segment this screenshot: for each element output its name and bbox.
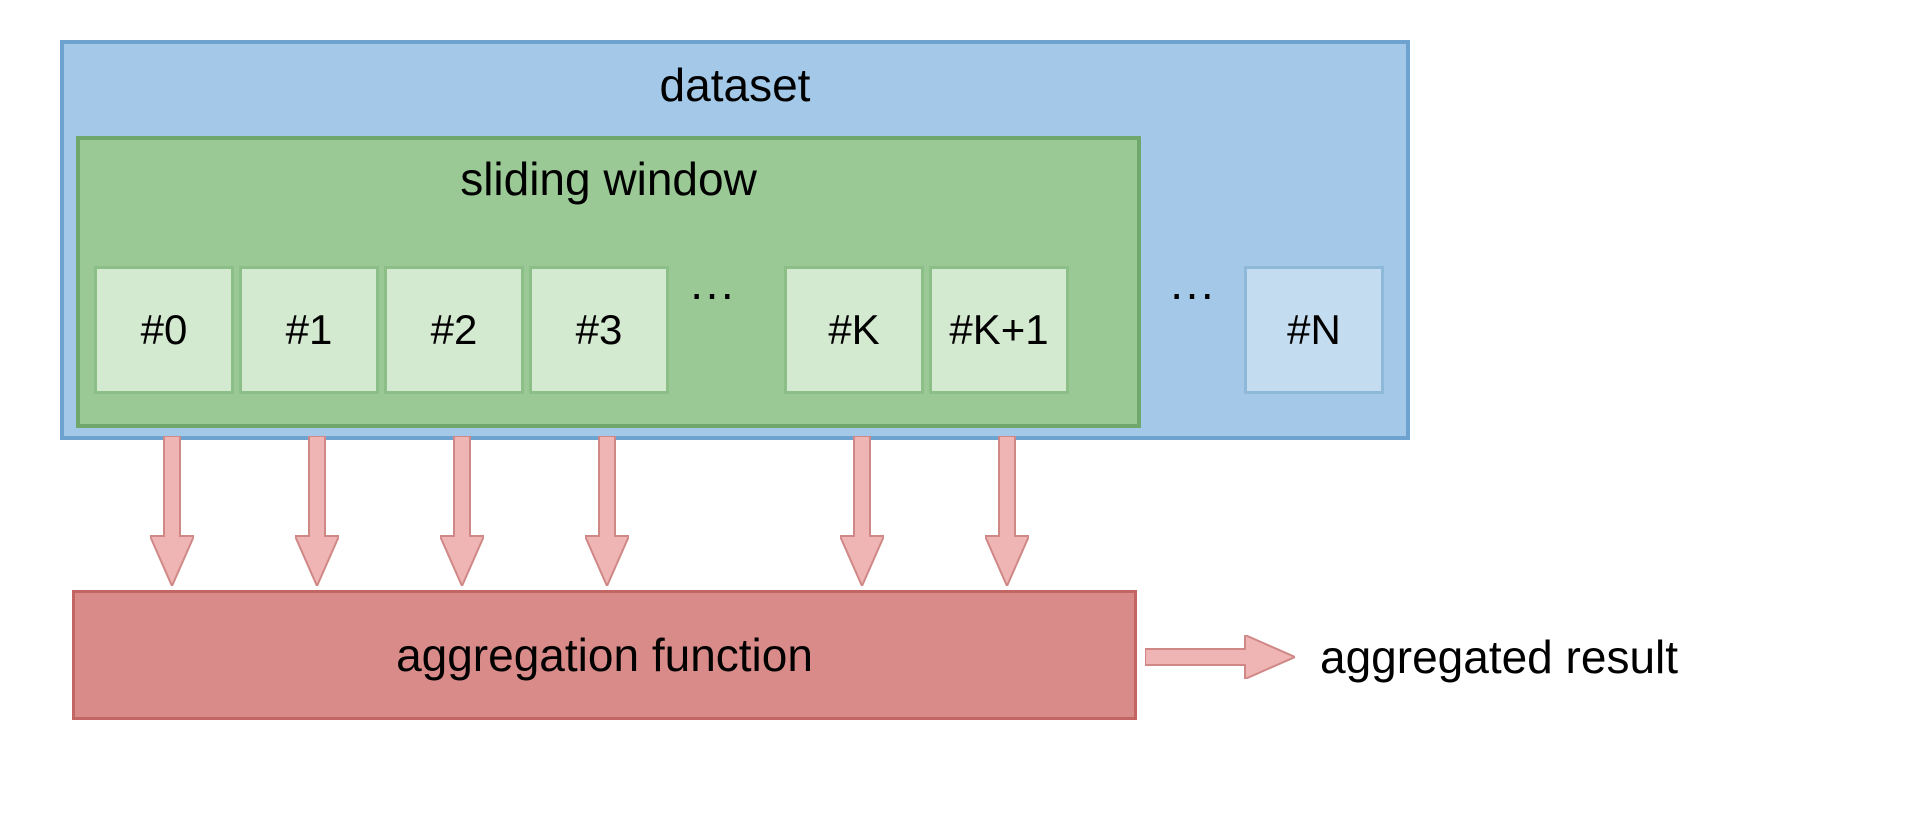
window-label: sliding window	[80, 152, 1137, 206]
cell-0: #0	[94, 266, 234, 394]
cell-1-label: #1	[286, 306, 333, 354]
ellipsis-1: ···	[689, 266, 735, 320]
dataset-box: dataset sliding window #0 #1 #2 #3 ··· #…	[60, 40, 1410, 440]
cells-row: #0 #1 #2 #3 ··· #K #K+1 ··· #N	[64, 226, 1414, 436]
arrow-down-2	[440, 436, 484, 586]
sliding-window-diagram: dataset sliding window #0 #1 #2 #3 ··· #…	[60, 40, 1860, 780]
result-label: aggregated result	[1320, 630, 1678, 684]
cell-k: #K	[784, 266, 924, 394]
cell-3: #3	[529, 266, 669, 394]
cell-k1: #K+1	[929, 266, 1069, 394]
cell-n-label: #N	[1287, 306, 1341, 354]
cell-1: #1	[239, 266, 379, 394]
arrow-down-0	[150, 436, 194, 586]
ellipsis-2: ···	[1169, 266, 1215, 320]
arrow-right	[1145, 635, 1295, 679]
arrow-down-3	[585, 436, 629, 586]
cell-2-label: #2	[431, 306, 478, 354]
arrow-down-k	[840, 436, 884, 586]
cell-0-label: #0	[141, 306, 188, 354]
arrow-down-k1	[985, 436, 1029, 586]
aggregation-box: aggregation function	[72, 590, 1137, 720]
cell-2: #2	[384, 266, 524, 394]
cell-3-label: #3	[576, 306, 623, 354]
cell-n: #N	[1244, 266, 1384, 394]
dataset-label: dataset	[64, 58, 1406, 112]
arrow-down-1	[295, 436, 339, 586]
aggregation-label: aggregation function	[396, 628, 813, 682]
cell-k-label: #K	[828, 306, 879, 354]
cell-k1-label: #K+1	[949, 306, 1048, 354]
